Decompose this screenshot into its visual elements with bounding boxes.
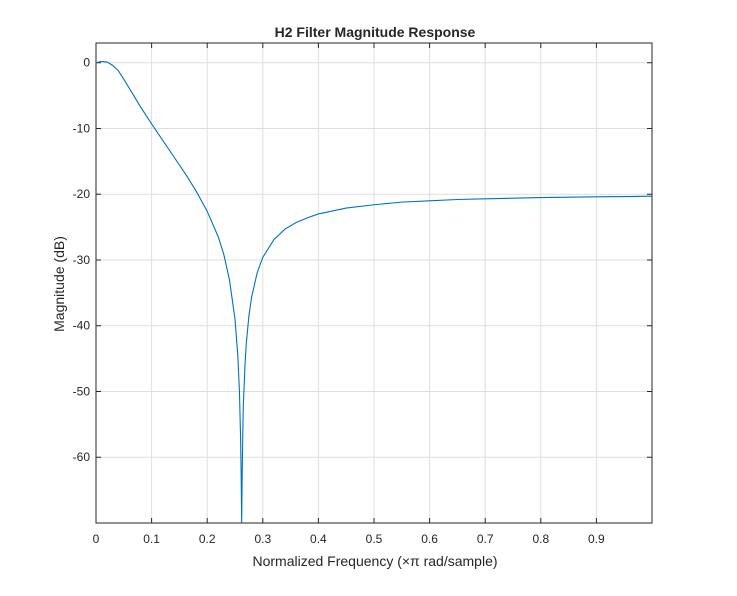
y-tick-label: -30 [73,253,91,267]
x-tick-label: 0.3 [254,532,271,546]
y-tick-label: -60 [73,450,91,464]
series-line-magnitude [95,60,653,524]
x-tick-label: 0.5 [366,532,383,546]
x-tick-label: 0.8 [532,532,549,546]
x-tick-label: 0.6 [421,532,438,546]
y-tick-label: 0 [83,56,90,70]
y-tick-label: -20 [73,187,91,201]
ticks [95,43,652,523]
tick-labels: 0 0.1 0.2 0.3 0.4 0.5 0.6 0.7 0.8 0.9 0 -10 -20 -30 -4… [73,56,605,546]
x-tick-label: 0.4 [310,532,327,546]
x-axis-label: Normalized Frequency (×π rad/sample) [252,553,497,569]
x-tick-label: 0.7 [477,532,494,546]
y-tick-label: -50 [73,384,91,398]
x-tick-label: 0.1 [143,532,160,546]
y-tick-label: -40 [73,319,91,333]
x-tick-label: 0.2 [199,532,216,546]
x-tick-label: 0 [93,532,100,546]
grid [95,43,652,523]
y-axis-label: Magnitude (dB) [51,236,67,332]
y-tick-label: -10 [73,121,91,135]
chart-title: H2 Filter Magnitude Response [275,24,476,40]
x-tick-label: 0.9 [588,532,605,546]
